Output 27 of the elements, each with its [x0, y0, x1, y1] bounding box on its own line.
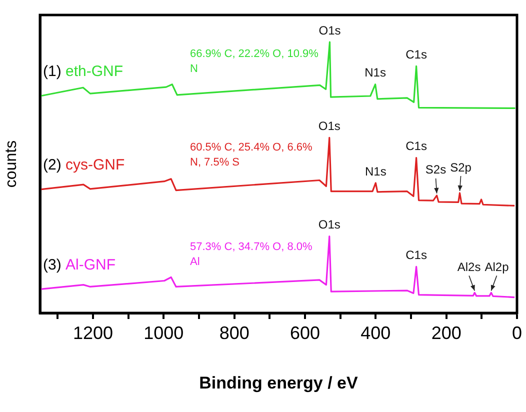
x-tick-label: 600 [290, 322, 320, 343]
annotation: O1s [318, 23, 341, 38]
x-tick-label: 0 [512, 322, 522, 343]
annotation: C1s [406, 139, 427, 154]
annotation: 66.9% C, 22.2% O, 10.9% N [190, 48, 319, 76]
x-axis-title: Binding energy / eV [199, 373, 358, 392]
series-label: (3) Al-GNF [43, 256, 116, 274]
y-axis-title: counts [3, 140, 20, 188]
annotation: C1s [406, 48, 427, 62]
annotation: O1s [318, 119, 340, 134]
series-label: (1) eth-GNF [43, 63, 124, 80]
annotation: S2s [425, 162, 446, 177]
annotation: O1s [318, 218, 340, 232]
x-tick-label: 1000 [144, 322, 184, 343]
x-tick-label: 800 [219, 322, 250, 343]
annotation: S2p [450, 160, 472, 174]
x-tick-label: 400 [360, 322, 391, 343]
annotation: N1s [364, 164, 386, 178]
x-tick-label: 1200 [72, 322, 114, 343]
annotation: C1s [406, 248, 427, 262]
series-label: (2) cys-GNF [43, 156, 125, 174]
annotation: 57.3% C, 34.7% O, 8.0% Al [190, 241, 313, 268]
x-tick-label: 200 [431, 322, 462, 343]
annotation: Al2s [457, 260, 481, 274]
annotation: Al2p [484, 260, 510, 274]
annotation: 60.5% C, 25.4% O, 6.6% N, 7.5% S [190, 141, 313, 168]
annotation: N1s [364, 66, 386, 80]
